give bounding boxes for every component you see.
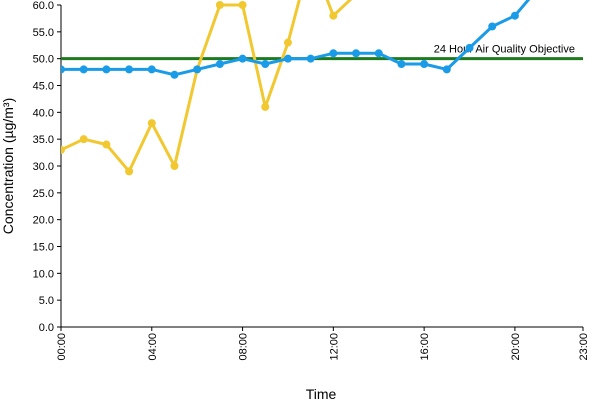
y-tick-label: 30.0 <box>33 161 54 173</box>
y-axis-title: Concentration (µg/m³) <box>0 98 16 234</box>
x-axis: 00:00 04:00 08:00 12:00 16:00 20:00 23:00 <box>56 326 590 361</box>
y-tick-label: 10.0 <box>33 268 54 280</box>
data-point <box>102 65 111 74</box>
data-point <box>238 1 247 9</box>
series-1-line <box>61 0 353 173</box>
data-point <box>125 65 134 74</box>
x-tick-label: 20:00 <box>510 333 522 361</box>
y-tick-label: 5.0 <box>39 295 54 307</box>
data-point <box>465 43 474 52</box>
data-point <box>488 22 497 31</box>
x-tick-label: 04:00 <box>147 333 159 361</box>
data-point <box>170 70 179 79</box>
y-tick-label: 40.0 <box>33 107 54 119</box>
data-point <box>261 60 270 69</box>
y-tick-label: 45.0 <box>33 81 54 93</box>
data-point <box>306 54 315 63</box>
x-tick-label: 00:00 <box>56 333 68 361</box>
y-tick-label: 20.0 <box>33 215 54 227</box>
data-point <box>147 65 156 74</box>
x-axis-title: Time <box>306 386 337 400</box>
data-point <box>193 65 202 74</box>
data-point <box>215 1 224 9</box>
y-tick-label: 0.0 <box>39 322 54 334</box>
data-point <box>147 119 156 128</box>
data-point <box>79 65 88 74</box>
y-tick-label: 50.0 <box>33 54 54 66</box>
data-point <box>283 38 292 47</box>
data-point <box>215 60 224 69</box>
data-point <box>374 49 383 58</box>
x-tick-label: 16:00 <box>419 333 431 361</box>
x-tick-label: 12:00 <box>328 333 340 361</box>
data-point <box>261 102 270 111</box>
data-point <box>238 54 247 63</box>
data-point <box>510 11 519 20</box>
series-group <box>61 0 531 176</box>
series-2 <box>61 0 531 79</box>
x-tick-label: 23:00 <box>578 333 590 361</box>
data-point <box>352 49 361 58</box>
y-tick-label: 35.0 <box>33 134 54 146</box>
series-1 <box>61 0 353 176</box>
series-2-line <box>61 0 531 77</box>
x-tick-label: 08:00 <box>238 333 250 361</box>
data-point <box>170 162 179 170</box>
y-tick-label: 25.0 <box>33 188 54 200</box>
y-tick-label: 15.0 <box>33 242 54 254</box>
y-tick-label: 60.0 <box>33 0 54 12</box>
data-point <box>79 135 88 144</box>
y-axis: 0.0 5.0 10.0 15.0 20.0 25.0 30.0 35.0 40.0 45.0 50… <box>33 0 62 334</box>
data-point <box>102 140 111 149</box>
data-point <box>442 65 451 74</box>
data-point <box>329 49 338 58</box>
objective-line-label: 24 Hour Air Quality Objective <box>434 44 575 56</box>
y-tick-label: 55.0 <box>33 27 54 39</box>
data-point <box>397 60 406 69</box>
data-point <box>283 54 292 63</box>
data-point <box>125 167 134 176</box>
data-point <box>329 11 338 20</box>
data-point <box>61 145 65 154</box>
data-point <box>420 60 429 69</box>
data-point <box>61 65 65 74</box>
